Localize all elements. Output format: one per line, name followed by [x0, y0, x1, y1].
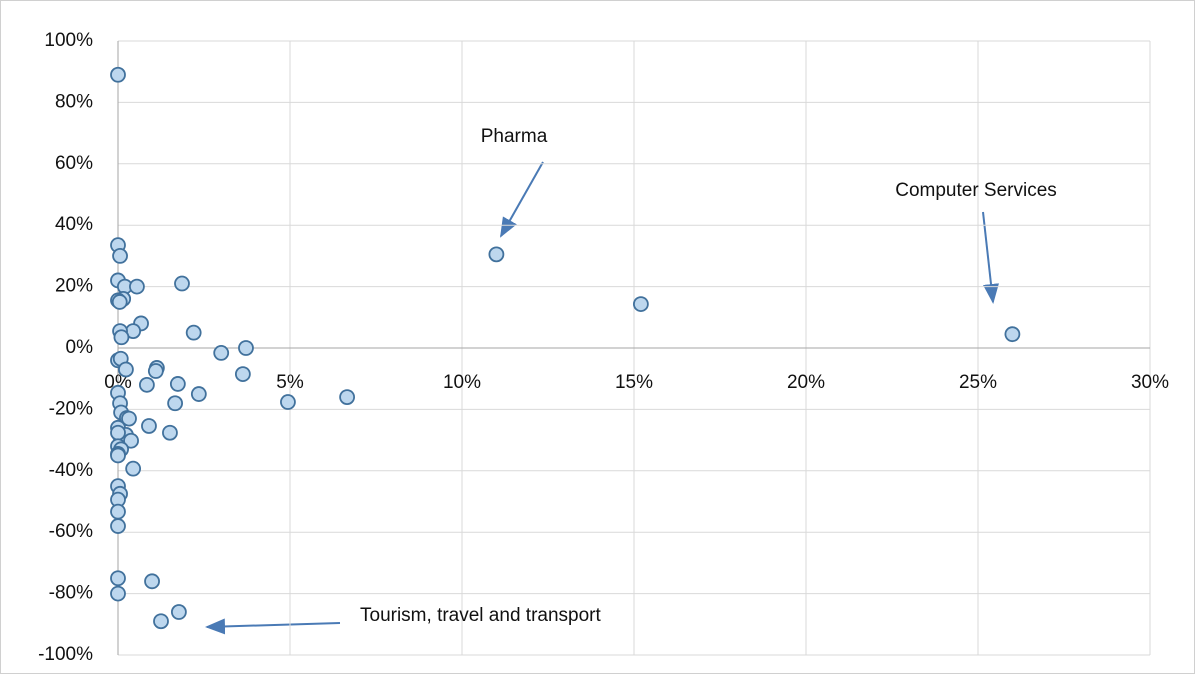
point: [129, 278, 145, 295]
x-tick-label: 30%: [1131, 372, 1169, 393]
y-tick-label: 100%: [44, 30, 93, 51]
point: [167, 395, 184, 412]
point: [169, 376, 186, 392]
point: [118, 361, 134, 378]
point: [238, 340, 254, 356]
point: [110, 570, 126, 587]
point: [174, 275, 190, 292]
point: [110, 518, 126, 534]
point: [488, 246, 505, 263]
point: [185, 324, 202, 341]
point: [280, 394, 296, 410]
annotation: Computer Services: [895, 180, 1057, 201]
y-tick-label: -80%: [49, 583, 93, 604]
point: [110, 585, 126, 602]
point: [141, 418, 157, 434]
point: [110, 447, 126, 464]
y-tick-label: 20%: [55, 276, 93, 297]
y-tick-label: 80%: [55, 91, 93, 112]
y-tick-label: 60%: [55, 153, 93, 174]
annotation: Tourism, travel and transport: [360, 605, 601, 626]
point: [213, 345, 230, 361]
point: [339, 389, 356, 406]
point: [110, 424, 126, 441]
y-tick-label: -40%: [49, 460, 93, 481]
x-tick-label: 5%: [276, 372, 304, 393]
y-tick-label: 40%: [55, 214, 93, 235]
point: [632, 296, 649, 312]
point: [144, 573, 160, 590]
point: [190, 386, 207, 402]
point: [162, 424, 178, 441]
y-tick-label: 0%: [66, 337, 94, 358]
arrow: [205, 618, 341, 635]
y-tick-label: -20%: [49, 398, 93, 419]
point: [138, 376, 155, 393]
point: [153, 613, 169, 630]
point: [111, 294, 128, 310]
point: [112, 247, 128, 264]
x-tick-label: 20%: [787, 372, 825, 393]
point: [123, 432, 139, 449]
point: [110, 66, 126, 83]
x-tick-label: 25%: [959, 372, 997, 393]
point: [170, 604, 187, 620]
point: [1004, 326, 1021, 343]
point: [110, 503, 126, 520]
point: [121, 410, 137, 427]
arrow: [500, 161, 544, 238]
x-tick-label: 10%: [443, 372, 481, 393]
x-tick-label: 15%: [615, 372, 653, 393]
point: [113, 329, 130, 346]
point: [234, 366, 251, 382]
y-tick-label: -100%: [38, 644, 93, 665]
y-tick-label: -60%: [49, 521, 93, 542]
point: [125, 460, 142, 477]
point: [147, 363, 164, 379]
annotation: Pharma: [481, 126, 548, 147]
